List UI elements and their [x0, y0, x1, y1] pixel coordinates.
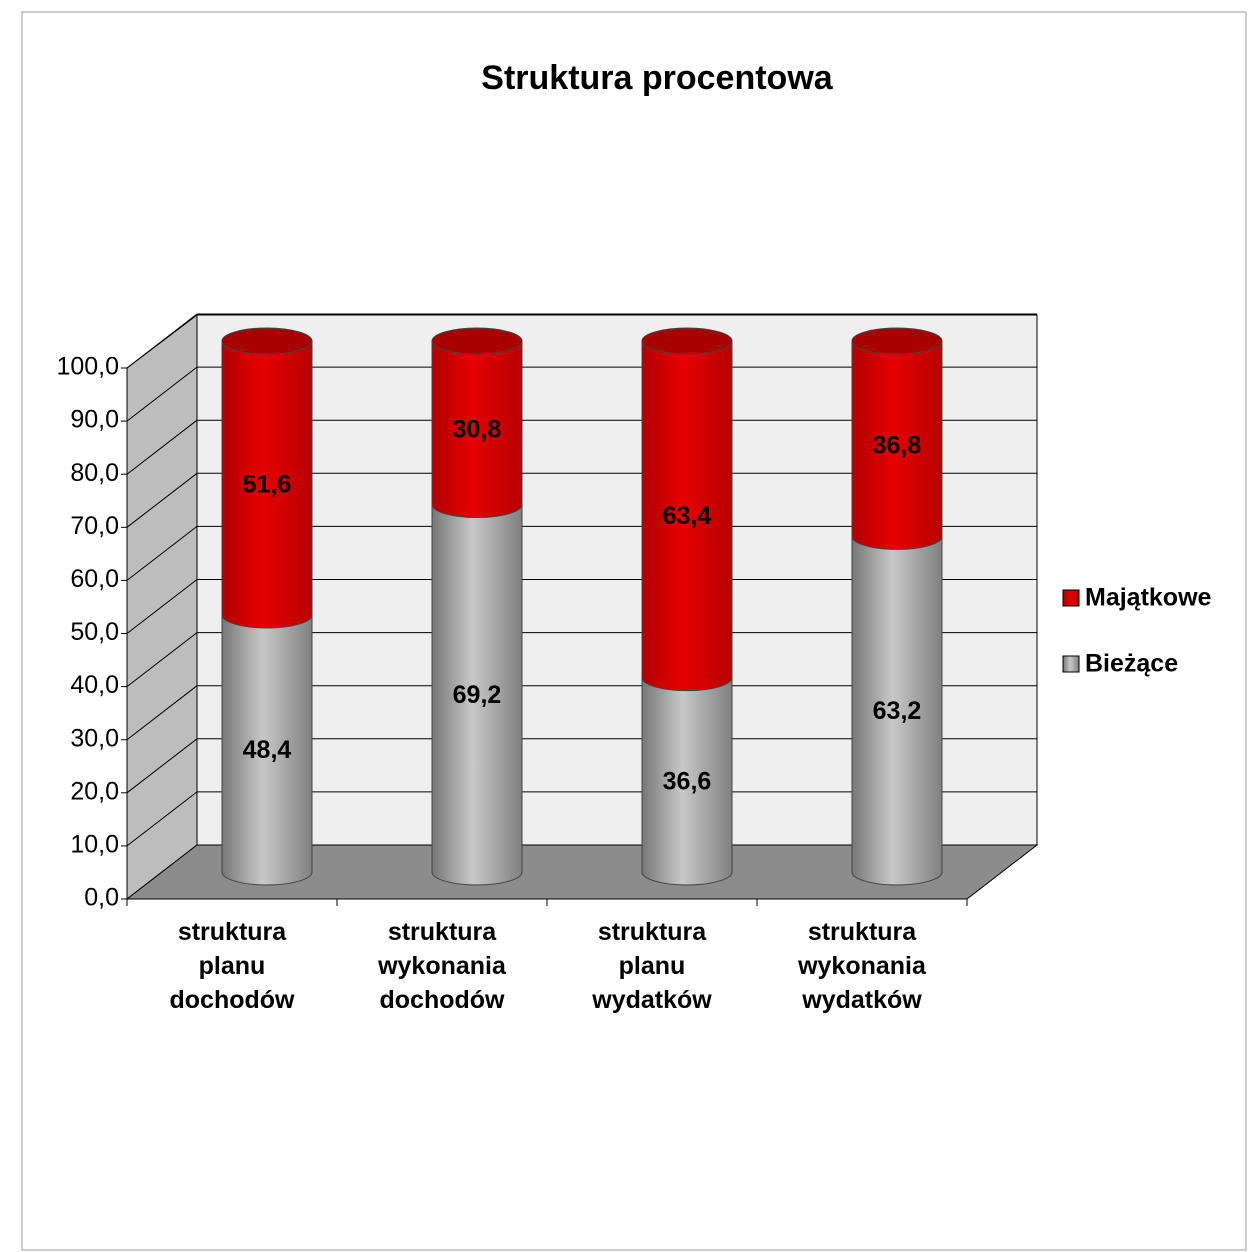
y-tick-label: 0,0	[84, 884, 119, 912]
frame	[21, 11, 1247, 1251]
y-tick-label: 70,0	[70, 512, 119, 540]
data-label: 63,4	[663, 502, 712, 530]
grid-line	[126, 579, 198, 634]
data-label: 36,6	[663, 767, 712, 795]
y-tick-label: 90,0	[70, 406, 119, 434]
data-label: 30,8	[453, 415, 502, 443]
cylinder-top	[431, 327, 523, 355]
legend-marker	[1062, 655, 1080, 673]
cylinder-top	[221, 327, 313, 355]
cylinder-segment	[431, 340, 523, 519]
y-tick-label: 100,0	[56, 353, 119, 381]
data-label: 36,8	[873, 431, 922, 459]
grid-line	[126, 313, 198, 369]
data-label: 48,4	[243, 736, 292, 764]
cylinder-segment	[641, 677, 733, 886]
grid-line	[126, 419, 198, 475]
y-tick-label: 10,0	[70, 831, 119, 859]
y-tick-label: 20,0	[70, 777, 119, 805]
cylinder-segment	[221, 340, 313, 629]
grid-line	[126, 526, 198, 581]
x-tick-label: struktura wykonania wydatków	[798, 918, 926, 1014]
cylinder-top	[851, 327, 943, 355]
cylinder-segment	[221, 614, 313, 886]
grid-line	[126, 685, 198, 741]
grid-line	[126, 738, 198, 794]
data-label: 63,2	[873, 697, 922, 725]
cylinder-segment	[851, 535, 943, 886]
chart-title: Struktura procentowa	[481, 59, 833, 97]
y-tick-label: 80,0	[70, 459, 119, 487]
legend-marker	[1062, 589, 1080, 607]
data-label: 51,6	[243, 471, 292, 499]
cylinder-segment	[431, 504, 523, 886]
x-tick-label: struktura planu wydatków	[592, 918, 712, 1014]
y-tick-label: 60,0	[70, 565, 119, 593]
grid-line	[126, 632, 198, 687]
y-tick-label: 50,0	[70, 618, 119, 646]
grid-line	[126, 366, 198, 422]
y-tick-label: 30,0	[70, 724, 119, 752]
grid-line	[126, 791, 198, 847]
data-label: 69,2	[453, 681, 502, 709]
x-tick-label: struktura planu dochodów	[169, 918, 295, 1014]
cylinder-segment	[851, 340, 943, 550]
x-tick-label: struktura wykonania dochodów	[378, 918, 506, 1014]
legend-label: Majątkowe	[1085, 584, 1212, 612]
grid-line	[126, 472, 198, 528]
legend-label: Bieżące	[1085, 650, 1178, 678]
cylinder-segment	[641, 340, 733, 692]
y-tick-label: 40,0	[70, 671, 119, 699]
cylinder-top	[641, 327, 733, 355]
